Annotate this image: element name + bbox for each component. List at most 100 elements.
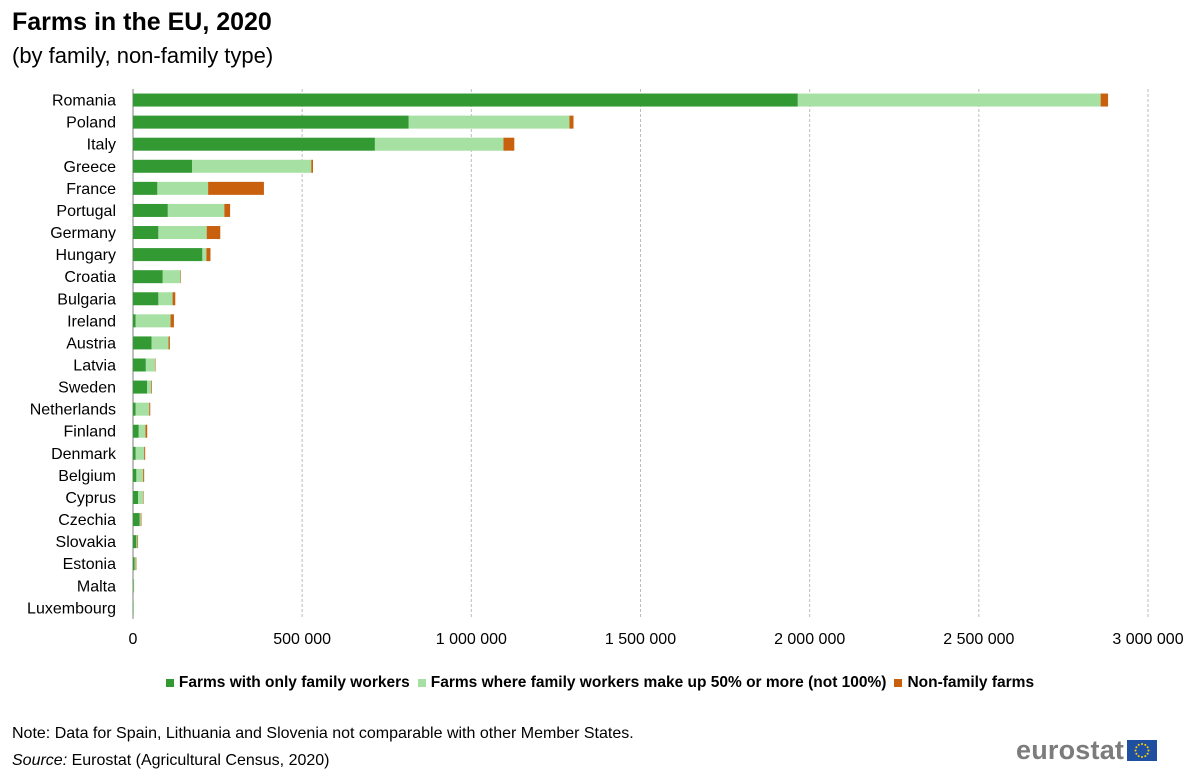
legend-swatch-family-majority [417, 679, 426, 687]
y-tick-label-sweden: Sweden [58, 380, 116, 397]
legend-item-family-only: Farms with only family workers [165, 674, 410, 692]
y-tick-label-slovakia: Slovakia [56, 534, 117, 551]
bar-hungary-series-1 [133, 248, 203, 262]
bar-latvia-series-2 [145, 358, 155, 372]
bar-portugal-series-1 [133, 203, 168, 217]
y-tick-label-poland: Poland [66, 115, 116, 132]
bar-sweden-series-2 [147, 380, 152, 394]
source-text: Eurostat (Agricultural Census, 2020) [67, 752, 330, 769]
chart-legend: Farms with only family workers Farms whe… [0, 674, 1200, 692]
legend-item-family-majority: Farms where family workers make up 50% o… [417, 674, 887, 692]
legend-label-non-family: Non-family farms [907, 674, 1035, 691]
y-tick-label-netherlands: Netherlands [30, 402, 116, 419]
x-tick-label: 0 [129, 631, 138, 648]
legend-label-family-only: Farms with only family workers [178, 674, 410, 691]
bar-poland-series-2 [408, 115, 570, 129]
bar-slovakia-series-3 [137, 535, 139, 549]
y-tick-label-finland: Finland [64, 424, 116, 441]
y-tick-label-latvia: Latvia [73, 358, 116, 375]
bar-estonia-series-1 [133, 557, 135, 571]
bar-denmark-series-1 [133, 446, 136, 460]
y-tick-label-france: France [66, 181, 116, 198]
y-tick-label-cyprus: Cyprus [65, 490, 116, 507]
y-tick-label-germany: Germany [50, 225, 116, 242]
eu-flag-icon [1127, 740, 1158, 761]
bar-france-series-1 [133, 181, 158, 195]
bar-france-series-3 [208, 181, 264, 195]
chart-subtitle: (by family, non-family type) [12, 43, 274, 68]
bar-romania-series-2 [797, 93, 1101, 107]
bar-ireland-series-1 [133, 314, 136, 328]
legend-swatch-non-family [894, 679, 903, 687]
x-tick-label: 500 000 [273, 631, 331, 648]
bar-denmark-series-2 [135, 446, 145, 460]
y-tick-label-estonia: Estonia [63, 556, 116, 573]
bar-hungary-series-3 [206, 248, 211, 262]
bar-poland-series-1 [133, 115, 409, 129]
bar-poland-series-3 [569, 115, 574, 129]
bar-finland-series-1 [133, 424, 139, 438]
bar-italy-series-1 [133, 137, 375, 151]
y-tick-label-malta: Malta [77, 578, 116, 595]
bar-denmark-series-3 [144, 446, 146, 460]
bar-croatia-series-3 [180, 270, 181, 284]
bar-malta-series-2 [133, 579, 135, 593]
y-tick-label-ireland: Ireland [67, 313, 116, 330]
bar-netherlands-series-1 [133, 402, 136, 416]
y-tick-label-croatia: Croatia [64, 269, 116, 286]
bar-france-series-2 [157, 181, 209, 195]
bar-austria-series-2 [151, 336, 169, 350]
bar-sweden-series-3 [151, 380, 152, 394]
bar-czechia-series-1 [133, 513, 140, 527]
bar-italy-series-2 [374, 137, 504, 151]
bar-luxembourg-series-1 [133, 601, 134, 615]
bar-portugal-series-3 [224, 203, 231, 217]
x-tick-label: 1 000 000 [436, 631, 507, 648]
bar-cyprus-series-3 [143, 490, 144, 504]
bar-finland-series-2 [138, 424, 146, 438]
bar-estonia-series-2 [134, 557, 136, 571]
bar-belgium-series-1 [133, 468, 137, 482]
y-tick-label-bulgaria: Bulgaria [57, 291, 116, 308]
x-tick-label: 3 000 000 [1112, 631, 1183, 648]
x-tick-label: 1 500 000 [605, 631, 676, 648]
y-tick-label-hungary: Hungary [56, 247, 116, 264]
y-tick-label-romania: Romania [52, 93, 116, 110]
chart-source: Source: Eurostat (Agricultural Census, 2… [12, 752, 329, 770]
bar-romania-series-1 [133, 93, 798, 107]
bar-bulgaria-series-1 [133, 292, 159, 306]
bar-bulgaria-series-2 [158, 292, 173, 306]
bar-slovakia-series-1 [133, 535, 137, 549]
chart-title: Farms in the EU, 2020 [12, 8, 272, 36]
bar-bulgaria-series-3 [172, 292, 176, 306]
bar-ireland-series-2 [135, 314, 171, 328]
bar-croatia-series-2 [162, 270, 181, 284]
bar-hungary-series-2 [202, 248, 207, 262]
bar-portugal-series-2 [167, 203, 225, 217]
bar-czechia-series-2 [139, 513, 141, 527]
y-tick-label-italy: Italy [87, 137, 116, 154]
bar-slovakia-series-2 [136, 535, 138, 549]
bar-chart: 0 500 000 1 000 000 1 500 000 2 000 000 2 500… [27, 89, 1184, 648]
eurostat-logo: eurostat [1016, 735, 1158, 766]
source-label: Source: [12, 752, 68, 769]
bar-italy-series-3 [503, 137, 515, 151]
bar-cyprus-series-2 [138, 490, 144, 504]
bar-germany-series-1 [133, 226, 159, 240]
bar-greece-series-3 [311, 159, 313, 173]
bar-estonia-series-3 [135, 557, 137, 571]
x-tick-label: 2 000 000 [774, 631, 845, 648]
bar-austria-series-1 [133, 336, 152, 350]
bar-malta-series-1 [133, 579, 134, 593]
bar-cyprus-series-1 [133, 490, 139, 504]
x-tick-label: 2 500 000 [943, 631, 1014, 648]
legend-label-family-majority: Farms where family workers make up 50% o… [430, 674, 887, 691]
bar-germany-series-3 [206, 226, 221, 240]
chart-note: Note: Data for Spain, Lithuania and Slov… [12, 725, 634, 742]
bar-romania-series-3 [1100, 93, 1109, 107]
legend-item-non-family: Non-family farms [894, 674, 1034, 692]
y-tick-label-belgium: Belgium [58, 468, 116, 485]
bar-luxembourg-series-2 [133, 601, 134, 615]
bar-croatia-series-1 [133, 270, 163, 284]
bar-greece-series-2 [192, 159, 312, 173]
